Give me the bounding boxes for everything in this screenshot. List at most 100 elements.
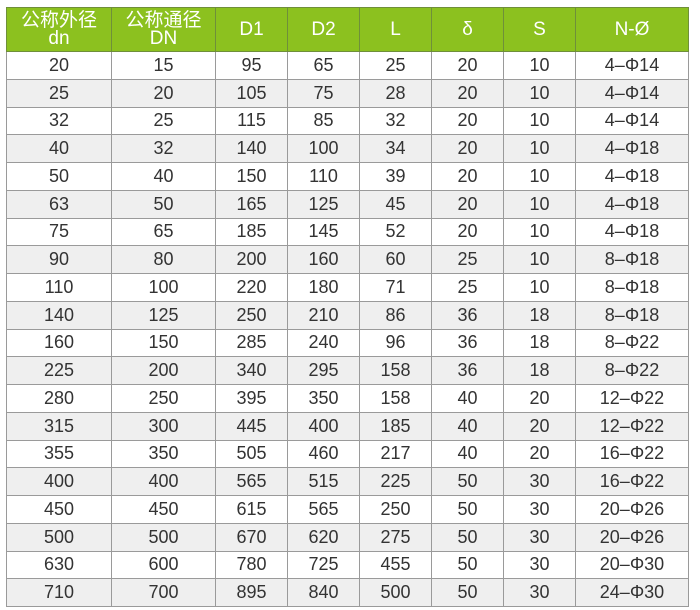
cell-s: 10 <box>503 189 576 219</box>
cell-d2: 725 <box>287 550 360 580</box>
cell-nominal-diameter-DN: 200 <box>111 356 216 385</box>
cell-d2: 840 <box>287 578 360 607</box>
cell-l: 45 <box>359 189 432 219</box>
cell-delta: 36 <box>431 328 504 358</box>
cell-d1: 140 <box>215 134 288 163</box>
cell-d2: 210 <box>287 300 360 330</box>
header-l: L <box>359 7 432 52</box>
cell-l: 28 <box>359 78 432 108</box>
cell-s: 10 <box>503 162 576 191</box>
cell-d2: 100 <box>287 134 360 163</box>
cell-outer-diameter-dn: 710 <box>6 578 112 607</box>
cell-d1: 395 <box>215 384 288 413</box>
cell-nominal-diameter-DN: 25 <box>111 106 216 136</box>
cell-s: 10 <box>503 78 576 108</box>
cell-l: 86 <box>359 300 432 330</box>
header-nominal-diameter-DN: 公称通径 DN <box>111 7 216 52</box>
cell-l: 96 <box>359 328 432 358</box>
cell-delta: 25 <box>431 245 504 274</box>
header-sublabel: DN <box>149 27 178 49</box>
cell-nominal-diameter-DN: 20 <box>111 78 216 108</box>
cell-l: 60 <box>359 245 432 274</box>
cell-n-o: 4–Φ14 <box>575 78 689 108</box>
cell-nominal-diameter-DN: 125 <box>111 300 216 330</box>
cell-s: 10 <box>503 245 576 274</box>
cell-outer-diameter-dn: 75 <box>6 217 112 247</box>
cell-d1: 615 <box>215 495 288 524</box>
table-row: 140 125 250 210 86 36 18 8–Φ18 <box>6 300 689 330</box>
header-d2: D2 <box>287 7 360 52</box>
table-row: 20 15 95 65 25 20 10 4–Φ14 <box>6 51 689 80</box>
cell-n-o: 4–Φ18 <box>575 217 689 247</box>
header-label: D2 <box>311 18 336 40</box>
cell-nominal-diameter-DN: 250 <box>111 384 216 413</box>
cell-s: 20 <box>503 411 576 441</box>
cell-delta: 20 <box>431 189 504 219</box>
cell-nominal-diameter-DN: 50 <box>111 189 216 219</box>
cell-n-o: 4–Φ18 <box>575 189 689 219</box>
cell-d1: 200 <box>215 245 288 274</box>
cell-s: 10 <box>503 51 576 80</box>
table-row: 90 80 200 160 60 25 10 8–Φ18 <box>6 245 689 274</box>
cell-d2: 350 <box>287 384 360 413</box>
cell-nominal-diameter-DN: 65 <box>111 217 216 247</box>
cell-outer-diameter-dn: 315 <box>6 411 112 441</box>
cell-outer-diameter-dn: 225 <box>6 356 112 385</box>
cell-l: 225 <box>359 467 432 496</box>
table-row: 400 400 565 515 225 50 30 16–Φ22 <box>6 467 689 496</box>
cell-delta: 50 <box>431 550 504 580</box>
cell-s: 30 <box>503 495 576 524</box>
table-row: 710 700 895 840 500 50 30 24–Φ30 <box>6 578 689 607</box>
cell-outer-diameter-dn: 40 <box>6 134 112 163</box>
cell-delta: 36 <box>431 356 504 385</box>
cell-outer-diameter-dn: 630 <box>6 550 112 580</box>
cell-n-o: 8–Φ18 <box>575 245 689 274</box>
cell-outer-diameter-dn: 400 <box>6 467 112 496</box>
header-label: δ <box>462 18 473 40</box>
cell-l: 275 <box>359 522 432 552</box>
cell-s: 30 <box>503 578 576 607</box>
cell-l: 39 <box>359 162 432 191</box>
cell-d1: 340 <box>215 356 288 385</box>
cell-outer-diameter-dn: 500 <box>6 522 112 552</box>
cell-outer-diameter-dn: 160 <box>6 328 112 358</box>
cell-d1: 185 <box>215 217 288 247</box>
header-label: S <box>533 18 546 40</box>
cell-outer-diameter-dn: 140 <box>6 300 112 330</box>
table-row: 450 450 615 565 250 50 30 20–Φ26 <box>6 495 689 524</box>
header-label: 公称通径 <box>125 9 202 31</box>
cell-nominal-diameter-DN: 150 <box>111 328 216 358</box>
table-row: 40 32 140 100 34 20 10 4–Φ18 <box>6 134 689 163</box>
cell-s: 30 <box>503 550 576 580</box>
cell-n-o: 8–Φ22 <box>575 356 689 385</box>
cell-delta: 20 <box>431 162 504 191</box>
cell-d1: 95 <box>215 51 288 80</box>
cell-d2: 295 <box>287 356 360 385</box>
cell-outer-diameter-dn: 50 <box>6 162 112 191</box>
header-delta: δ <box>431 7 504 52</box>
cell-delta: 50 <box>431 522 504 552</box>
cell-n-o: 12–Φ22 <box>575 384 689 413</box>
cell-outer-diameter-dn: 280 <box>6 384 112 413</box>
cell-s: 10 <box>503 273 576 302</box>
cell-delta: 50 <box>431 467 504 496</box>
table-row: 75 65 185 145 52 20 10 4–Φ18 <box>6 217 689 247</box>
cell-s: 10 <box>503 106 576 136</box>
table-row: 630 600 780 725 455 50 30 20–Φ30 <box>6 550 689 580</box>
cell-n-o: 16–Φ22 <box>575 439 689 469</box>
header-label: L <box>390 18 401 40</box>
cell-nominal-diameter-DN: 32 <box>111 134 216 163</box>
cell-delta: 20 <box>431 217 504 247</box>
cell-n-o: 20–Φ30 <box>575 550 689 580</box>
cell-nominal-diameter-DN: 15 <box>111 51 216 80</box>
cell-delta: 20 <box>431 134 504 163</box>
cell-outer-diameter-dn: 32 <box>6 106 112 136</box>
cell-nominal-diameter-DN: 350 <box>111 439 216 469</box>
cell-l: 25 <box>359 51 432 80</box>
cell-d2: 180 <box>287 273 360 302</box>
cell-s: 10 <box>503 217 576 247</box>
cell-l: 158 <box>359 384 432 413</box>
cell-delta: 40 <box>431 411 504 441</box>
cell-d2: 85 <box>287 106 360 136</box>
cell-d1: 565 <box>215 467 288 496</box>
